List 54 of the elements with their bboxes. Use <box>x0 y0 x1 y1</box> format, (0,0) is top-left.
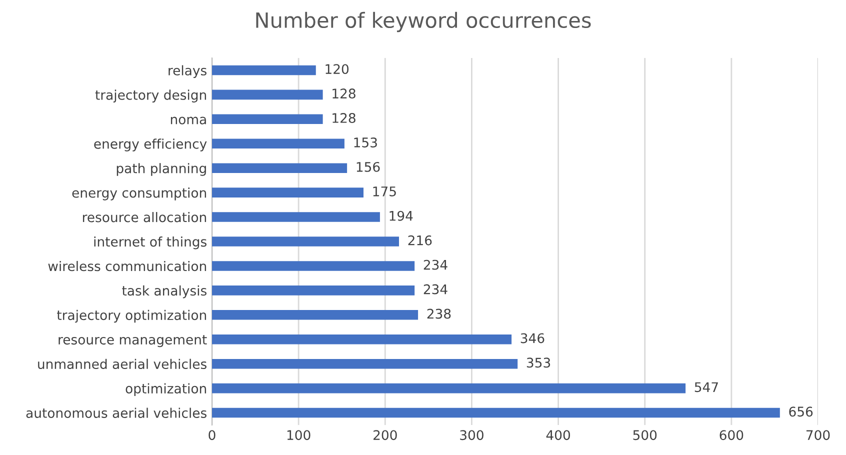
data-label: 156 <box>356 162 380 172</box>
data-label: 353 <box>526 358 550 368</box>
data-label: 234 <box>424 260 448 270</box>
bar <box>212 358 518 369</box>
bar <box>212 65 316 76</box>
y-tick-label: path planning <box>116 163 206 176</box>
y-tick-label: optimization <box>126 383 206 396</box>
bar <box>212 383 686 394</box>
data-label: 547 <box>694 382 718 392</box>
y-tick-label: energy efficiency <box>94 138 207 152</box>
bar <box>212 212 380 222</box>
y-tick-label: trajectory design <box>95 90 206 102</box>
x-tick-label: 100 <box>287 430 310 440</box>
y-tick-label: unmanned aerial vehicles <box>38 358 206 370</box>
y-tick-label: wireless communication <box>48 260 206 272</box>
y-tick-label: trajectory optimization <box>57 310 206 323</box>
y-tick-label: resource management <box>58 335 207 348</box>
bar <box>212 408 780 418</box>
x-tick-label: 400 <box>546 430 570 440</box>
data-label: 153 <box>354 137 377 148</box>
chart-title: Number of keyword occurrences <box>256 12 591 32</box>
x-tick-label: 700 <box>806 430 830 440</box>
bar <box>212 334 512 344</box>
bar <box>212 114 323 124</box>
y-tick-label: internet of things <box>94 236 206 250</box>
bar <box>212 138 344 149</box>
x-tick-label: 600 <box>720 430 744 440</box>
y-tick-label: noma <box>170 116 206 124</box>
bar <box>212 261 415 271</box>
bar <box>212 236 399 246</box>
data-label: 234 <box>424 284 448 294</box>
x-tick-label: 200 <box>374 430 397 440</box>
data-label: 216 <box>408 235 432 246</box>
data-label: 238 <box>427 308 451 319</box>
bar <box>212 163 348 173</box>
bar <box>212 90 323 100</box>
data-label: 175 <box>373 186 396 196</box>
x-tick-label: 300 <box>460 430 484 440</box>
bar <box>212 286 415 296</box>
y-tick-label: resource allocation <box>82 212 206 222</box>
y-tick-label: relays <box>168 65 206 78</box>
y-tick-label: autonomous aerial vehicles <box>26 408 206 418</box>
y-tick-label: task analysis <box>122 285 206 298</box>
y-tick-label: energy consumption <box>72 188 206 200</box>
data-label: 346 <box>520 333 544 344</box>
data-label: 128 <box>332 113 356 123</box>
data-label: 194 <box>390 210 413 221</box>
data-label: 656 <box>789 406 813 417</box>
x-tick-label: 500 <box>633 430 657 440</box>
bar <box>212 310 418 320</box>
bar <box>212 188 364 198</box>
data-label: 120 <box>326 64 349 74</box>
data-label: 128 <box>332 88 356 99</box>
x-tick-label: 0 <box>208 430 216 440</box>
